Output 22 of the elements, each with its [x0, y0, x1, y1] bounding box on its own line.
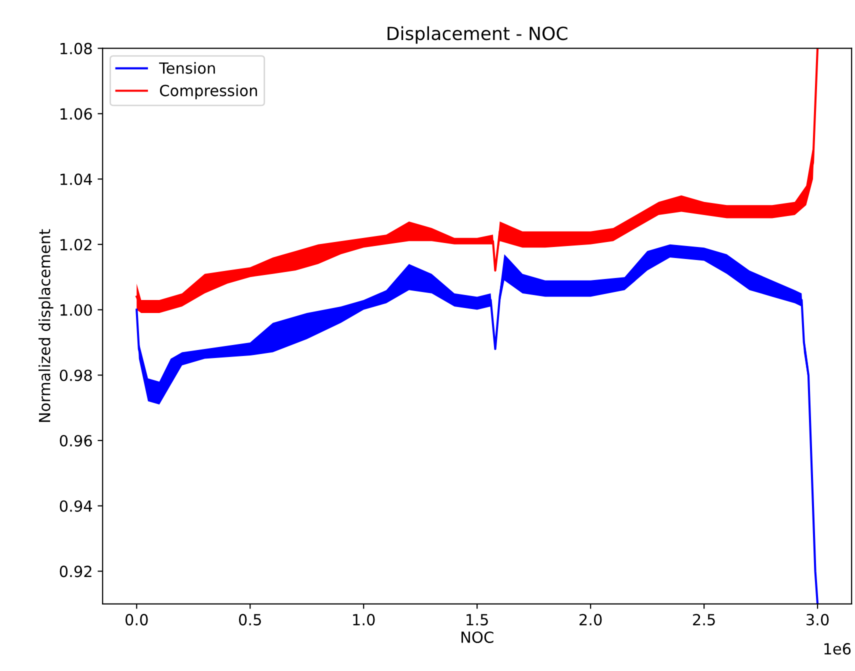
- y-tick-label: 1.04: [60, 174, 92, 186]
- x-tick-label: 1.5: [466, 614, 488, 626]
- x-axis-title: NOC: [462, 631, 494, 644]
- x-tick-label: 0.5: [238, 614, 261, 626]
- x-tick-label: 3.0: [806, 614, 829, 626]
- y-tick-label: 0.98: [60, 370, 92, 382]
- y-tick-label: 1.08: [60, 42, 92, 54]
- x-tick-label: 0.0: [126, 614, 148, 626]
- y-tick-label: 1.02: [60, 238, 92, 250]
- y-tick-label: 1.06: [60, 108, 92, 120]
- text: 1e6: [824, 643, 851, 655]
- y-axis-title: Normalized displacement: [38, 229, 54, 422]
- y-tick-label: 0.92: [60, 566, 92, 578]
- y-tick-label: 0.96: [60, 434, 92, 447]
- x-tick-label: 1.0: [353, 614, 375, 626]
- chart-title: Displacement - NOC: [388, 26, 568, 44]
- x-tick-label: 2.0: [580, 614, 602, 626]
- legend-label: Tension: [159, 62, 215, 74]
- x-tick-label: 2.5: [693, 614, 715, 626]
- y-tick-label: 0.94: [60, 500, 92, 512]
- legend-label: Compression: [160, 84, 257, 100]
- y-tick-label: 1.00: [60, 304, 92, 316]
